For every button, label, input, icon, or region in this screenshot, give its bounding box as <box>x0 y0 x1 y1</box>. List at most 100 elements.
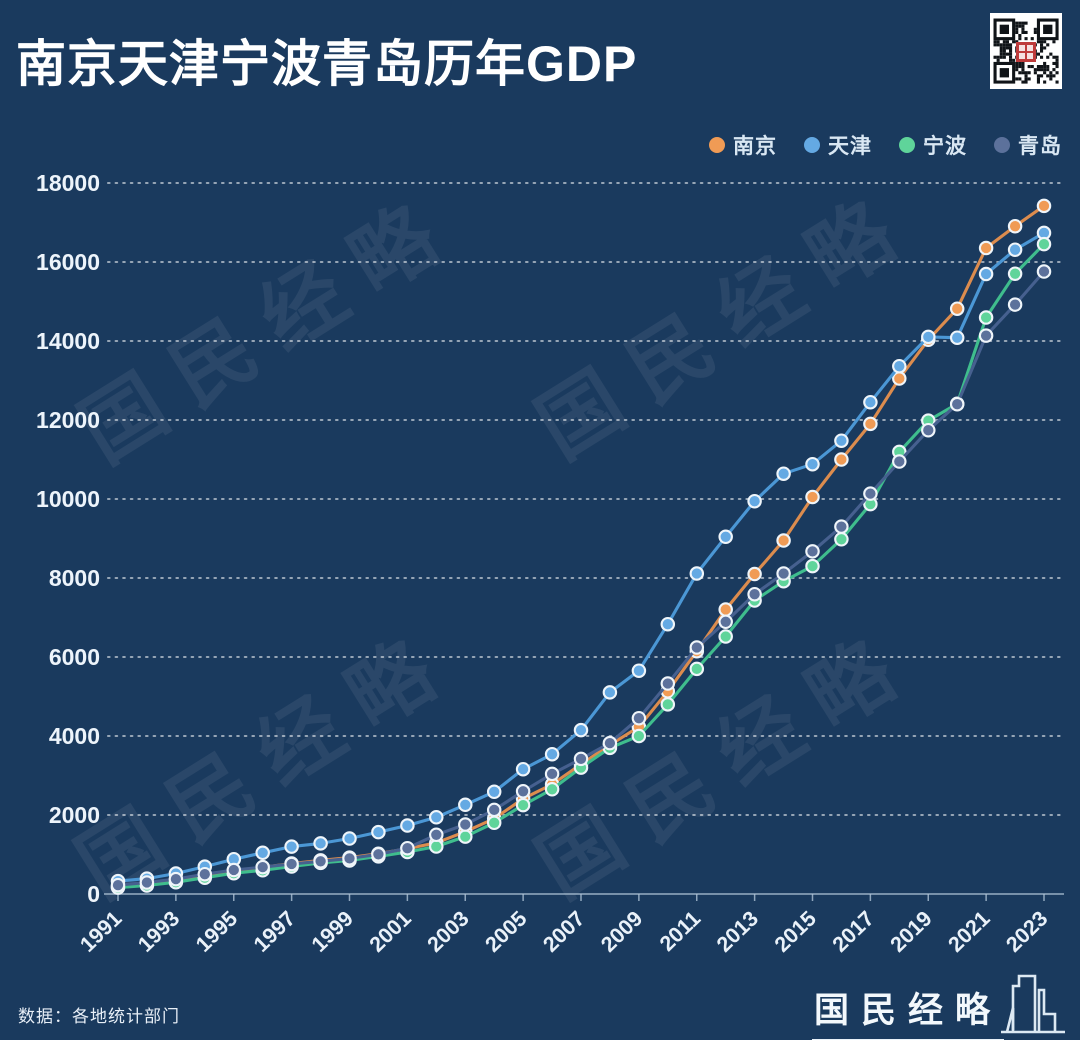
x-axis-label-2003: 2003 <box>423 906 474 957</box>
point-qingdao-2020 <box>949 396 965 412</box>
y-axis-label-0: 0 <box>87 881 100 907</box>
point-qingdao-2022 <box>1007 297 1023 312</box>
point-tianjin-2011 <box>689 566 705 581</box>
point-qingdao-1992 <box>139 875 155 890</box>
point-nanjing-2014 <box>776 533 791 548</box>
point-qingdao-2005 <box>515 784 531 799</box>
point-nanjing-2020 <box>949 301 965 316</box>
x-axis-label-2007: 2007 <box>538 906 589 957</box>
point-ningbo-2011 <box>689 661 705 677</box>
x-axis-label-2021: 2021 <box>944 906 995 957</box>
x-axis-label-1999: 1999 <box>307 906 358 957</box>
legend-label-nanjing: 南京 <box>733 135 777 158</box>
point-nanjing-2018 <box>892 371 907 386</box>
point-tianjin-2012 <box>718 529 733 545</box>
point-qingdao-2017 <box>863 486 878 501</box>
qr-seal-stamp <box>1016 42 1036 62</box>
y-axis-label-16000: 16000 <box>36 249 100 275</box>
point-ningbo-2005 <box>515 797 531 813</box>
point-qingdao-1991 <box>110 877 126 893</box>
point-tianjin-2005 <box>515 761 531 777</box>
point-qingdao-1998 <box>313 854 328 869</box>
point-qingdao-1997 <box>284 856 299 872</box>
point-qingdao-2021 <box>978 328 994 343</box>
point-qingdao-2023 <box>1036 264 1052 279</box>
point-qingdao-1996 <box>255 859 270 875</box>
point-ningbo-2016 <box>834 532 849 547</box>
point-qingdao-2010 <box>660 676 676 691</box>
point-tianjin-2018 <box>892 358 907 374</box>
point-tianjin-2008 <box>602 685 618 700</box>
qr-code <box>990 13 1062 89</box>
page-title: 南京天津宁波青岛历年GDP <box>16 36 638 92</box>
x-axis-label-2015: 2015 <box>770 906 821 957</box>
y-axis-label-12000: 12000 <box>36 407 100 433</box>
point-tianjin-2004 <box>486 784 502 800</box>
point-qingdao-2013 <box>747 586 762 602</box>
point-qingdao-2012 <box>718 614 733 630</box>
point-tianjin-2001 <box>400 818 415 833</box>
x-axis-label-2017: 2017 <box>828 906 879 957</box>
point-ningbo-2023 <box>1036 236 1052 252</box>
building-skyline-icon <box>1001 974 1065 1034</box>
point-ningbo-2004 <box>486 815 502 831</box>
point-qingdao-2009 <box>631 710 647 726</box>
point-tianjin-1999 <box>342 831 357 846</box>
point-tianjin-2006 <box>544 746 560 762</box>
qr-pattern <box>993 18 1059 84</box>
point-ningbo-2015 <box>805 558 820 574</box>
point-nanjing-2022 <box>1007 218 1023 234</box>
point-qingdao-2016 <box>834 519 849 534</box>
point-tianjin-2007 <box>573 722 589 738</box>
legend-item-qingdao: 青岛 <box>994 130 1062 160</box>
point-tianjin-2009 <box>631 663 647 678</box>
point-ningbo-2021 <box>978 310 994 325</box>
point-tianjin-2017 <box>863 394 878 410</box>
point-qingdao-2015 <box>805 544 820 559</box>
data-source-note: 数据：各地统计部门 <box>18 1007 180 1026</box>
x-axis-label-1995: 1995 <box>191 906 242 957</box>
brand-logo-text: 国民经略 <box>812 982 1005 1040</box>
point-qingdao-2008 <box>602 735 618 751</box>
point-tianjin-2010 <box>660 616 676 632</box>
point-ningbo-2006 <box>544 782 560 797</box>
point-nanjing-2015 <box>805 489 820 505</box>
x-axis-label-2005: 2005 <box>481 906 532 957</box>
point-nanjing-2013 <box>747 566 762 582</box>
point-qingdao-1993 <box>168 871 184 887</box>
point-tianjin-1996 <box>255 845 270 861</box>
legend-dot-ningbo <box>899 137 915 153</box>
y-axis-label-8000: 8000 <box>49 565 100 591</box>
point-qingdao-1999 <box>342 851 357 866</box>
point-nanjing-2021 <box>978 240 994 256</box>
point-tianjin-2014 <box>776 466 791 481</box>
point-tianjin-1997 <box>284 839 299 854</box>
x-axis-label-1993: 1993 <box>133 906 184 957</box>
point-ningbo-2002 <box>429 839 444 854</box>
series-line-tianjin <box>116 231 1046 883</box>
x-axis-label-1991: 1991 <box>75 906 126 957</box>
point-qingdao-2001 <box>400 840 415 856</box>
x-axis-label-2013: 2013 <box>712 906 763 957</box>
point-tianjin-2021 <box>978 266 994 282</box>
point-qingdao-1995 <box>226 862 242 878</box>
legend-label-ningbo: 宁波 <box>923 135 967 158</box>
legend-item-ningbo: 宁波 <box>899 130 967 160</box>
legend: 南京 天津 宁波 青岛 <box>709 130 1062 160</box>
point-qingdao-2011 <box>689 640 705 655</box>
x-axis-label-2023: 2023 <box>1001 906 1052 957</box>
point-tianjin-2015 <box>805 456 820 472</box>
point-tianjin-2000 <box>371 824 386 840</box>
y-axis-label-14000: 14000 <box>36 328 100 354</box>
point-qingdao-2018 <box>892 454 907 469</box>
point-qingdao-2007 <box>573 751 589 767</box>
series-line-nanjing <box>116 204 1046 889</box>
point-qingdao-2014 <box>776 566 791 581</box>
point-tianjin-1998 <box>313 836 328 851</box>
legend-label-tianjin: 天津 <box>828 135 872 158</box>
y-axis-label-10000: 10000 <box>36 486 100 512</box>
legend-item-nanjing: 南京 <box>709 130 777 160</box>
point-ningbo-2009 <box>631 728 647 744</box>
